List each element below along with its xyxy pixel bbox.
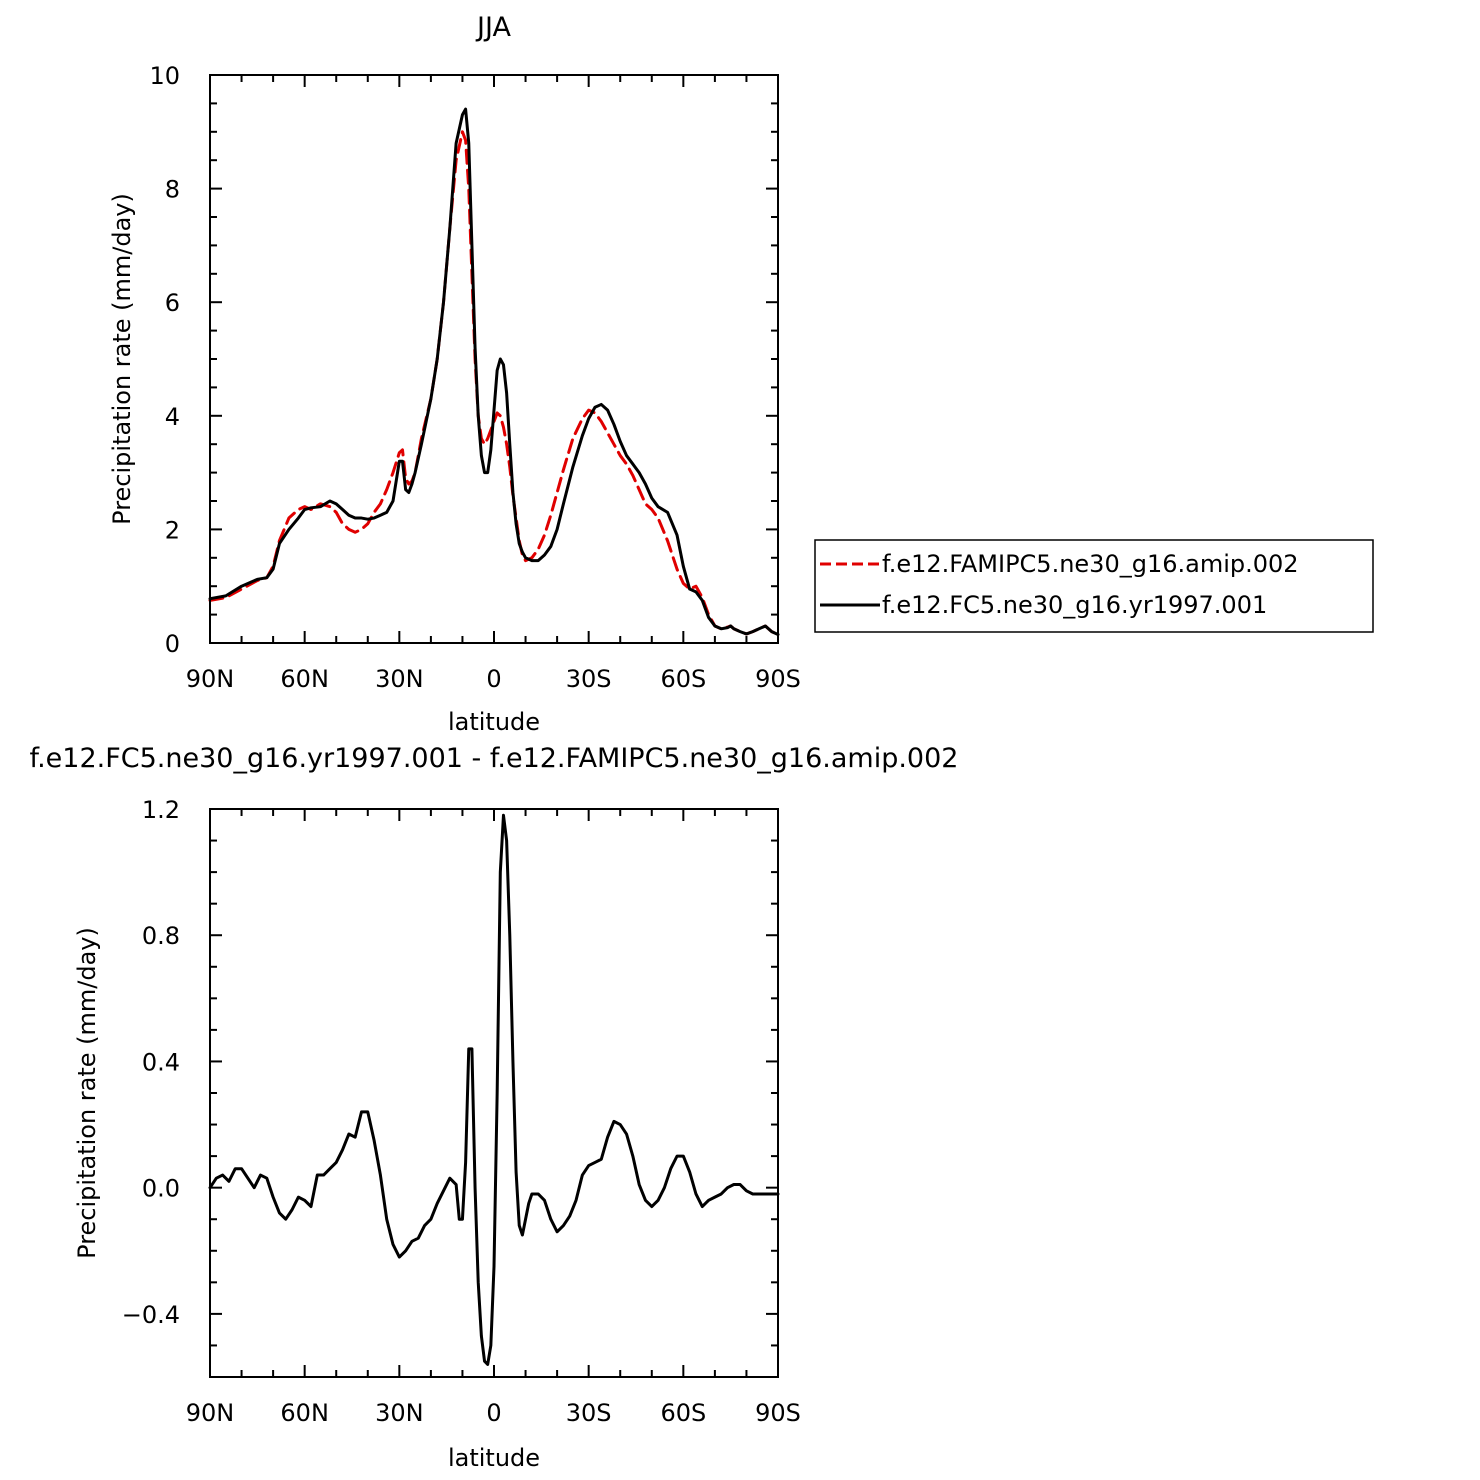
bottom-x-tick-label: 90S (755, 1399, 801, 1427)
bottom-chart-title: f.e12.FC5.ne30_g16.yr1997.001 - f.e12.FA… (30, 743, 959, 774)
bottom-x-tick-label: 60S (660, 1399, 706, 1427)
bottom-ticks-group: 90N 60N 30N 0 30S 60S 90S −0.4 0.0 0.4 0.8 1.2 (122, 796, 801, 1427)
bottom-y-tick-label: −0.4 (122, 1301, 180, 1329)
bottom-series-line-1 (208, 813, 780, 1366)
legend-label-series-2: f.e12.FC5.ne30_g16.yr1997.001 (882, 591, 1267, 619)
top-chart-title: JJA (475, 12, 511, 43)
top-x-tick-label: 30N (375, 665, 424, 693)
top-y-tick-label: 2 (165, 516, 180, 544)
top-y-tick-label: 4 (165, 403, 180, 431)
bottom-x-axis-label: latitude (448, 1444, 540, 1472)
bottom-panel: f.e12.FC5.ne30_g16.yr1997.001 - f.e12.FA… (30, 743, 959, 1472)
top-x-tick-label: 60N (280, 665, 329, 693)
top-series-line-2 (208, 107, 780, 636)
top-y-tick-label: 10 (149, 62, 180, 90)
bottom-y-axis-label: Precipitation rate (mm/day) (73, 927, 101, 1259)
top-y-tick-label: 6 (165, 289, 180, 317)
legend: f.e12.FAMIPC5.ne30_g16.amip.002 f.e12.FC… (814, 539, 1374, 633)
bottom-y-tick-label: 0.0 (142, 1175, 180, 1203)
top-x-tick-label: 0 (486, 665, 501, 693)
bottom-y-tick-label: 1.2 (142, 796, 180, 824)
top-y-axis-label: Precipitation rate (mm/day) (108, 193, 136, 525)
bottom-x-tick-label: 0 (486, 1399, 501, 1427)
top-plot-frame (209, 74, 779, 644)
bottom-y-tick-label: 0.8 (142, 922, 180, 950)
top-series-line-1 (208, 130, 780, 636)
top-y-tick-label: 0 (165, 630, 180, 658)
top-x-axis-label: latitude (448, 708, 540, 736)
legend-label-series-1: f.e12.FAMIPC5.ne30_g16.amip.002 (882, 550, 1299, 578)
bottom-x-tick-label: 90N (186, 1399, 235, 1427)
top-y-tick-label: 8 (165, 176, 180, 204)
top-series-group (208, 107, 780, 636)
legend-box (814, 539, 1374, 633)
top-ticks-group: 90N 60N 30N 0 30S 60S 90S 0 2 4 6 8 10 (149, 62, 800, 693)
top-x-tick-label: 90S (755, 665, 801, 693)
bottom-x-tick-label: 30N (375, 1399, 424, 1427)
bottom-x-tick-label: 60N (280, 1399, 329, 1427)
bottom-x-tick-label: 30S (566, 1399, 612, 1427)
top-x-tick-label: 30S (566, 665, 612, 693)
top-x-tick-label: 60S (660, 665, 706, 693)
top-x-tick-label: 90N (186, 665, 235, 693)
bottom-series-group (208, 813, 780, 1366)
bottom-y-tick-label: 0.4 (142, 1048, 180, 1076)
